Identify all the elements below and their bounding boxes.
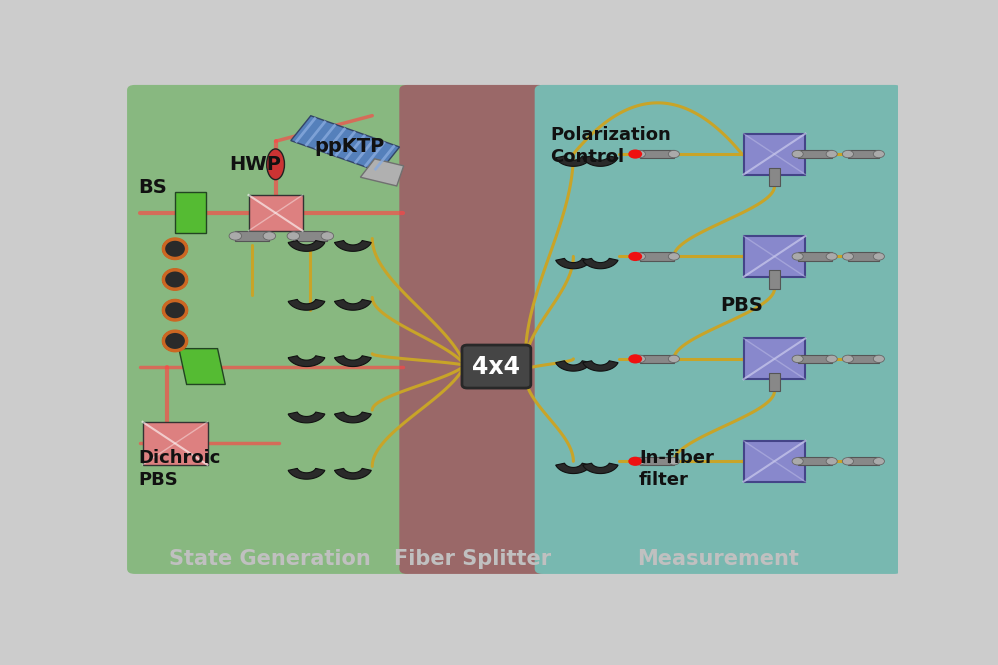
Bar — [249, 195, 302, 231]
Text: Measurement: Measurement — [638, 549, 799, 569]
Bar — [744, 236, 805, 277]
Circle shape — [842, 355, 853, 362]
Bar — [769, 372, 779, 391]
Circle shape — [635, 253, 646, 260]
Text: BS: BS — [139, 178, 168, 197]
Circle shape — [321, 232, 333, 240]
FancyBboxPatch shape — [462, 345, 531, 388]
Polygon shape — [583, 259, 618, 269]
Circle shape — [635, 150, 646, 158]
Bar — [744, 338, 805, 379]
Bar — [769, 270, 779, 289]
Polygon shape — [288, 468, 325, 479]
Circle shape — [629, 252, 642, 261]
Text: In-fiber
filter: In-fiber filter — [639, 449, 714, 489]
Text: PBS: PBS — [721, 296, 763, 315]
Circle shape — [826, 253, 837, 260]
Circle shape — [629, 457, 642, 466]
Circle shape — [669, 458, 680, 465]
FancyBboxPatch shape — [399, 85, 546, 574]
Polygon shape — [334, 241, 371, 251]
Circle shape — [263, 232, 275, 240]
Ellipse shape — [266, 149, 284, 180]
Circle shape — [873, 355, 884, 362]
Circle shape — [669, 253, 680, 260]
Polygon shape — [334, 412, 371, 423]
Polygon shape — [175, 192, 206, 233]
Bar — [848, 252, 879, 261]
Polygon shape — [288, 241, 325, 251]
Text: Polarization
Control: Polarization Control — [550, 126, 671, 166]
Polygon shape — [288, 299, 325, 310]
Circle shape — [669, 150, 680, 158]
Ellipse shape — [163, 300, 188, 321]
Bar — [848, 150, 879, 158]
Bar — [769, 168, 779, 186]
Circle shape — [629, 354, 642, 364]
Bar — [293, 231, 327, 241]
Polygon shape — [556, 464, 591, 473]
Polygon shape — [288, 356, 325, 366]
Circle shape — [792, 458, 803, 465]
Polygon shape — [290, 116, 399, 172]
Text: ppKTP: ppKTP — [314, 137, 384, 156]
Text: Dichroic
PBS: Dichroic PBS — [139, 449, 221, 489]
Polygon shape — [556, 156, 591, 166]
Polygon shape — [583, 464, 618, 473]
Circle shape — [842, 253, 853, 260]
Ellipse shape — [163, 239, 188, 259]
Bar — [640, 252, 674, 261]
Bar — [797, 150, 831, 158]
Polygon shape — [556, 259, 591, 269]
FancyBboxPatch shape — [535, 85, 902, 574]
Bar — [236, 231, 269, 241]
Ellipse shape — [163, 331, 188, 351]
Circle shape — [230, 232, 242, 240]
Bar — [640, 354, 674, 363]
Bar — [848, 354, 879, 363]
Bar — [143, 422, 208, 465]
Ellipse shape — [163, 269, 188, 290]
Bar — [797, 252, 831, 261]
Text: 4x4: 4x4 — [472, 354, 520, 378]
Circle shape — [826, 458, 837, 465]
Polygon shape — [288, 412, 325, 423]
Circle shape — [873, 253, 884, 260]
Circle shape — [842, 458, 853, 465]
Circle shape — [669, 355, 680, 362]
Bar — [640, 150, 674, 158]
Polygon shape — [583, 361, 618, 371]
FancyBboxPatch shape — [127, 85, 412, 574]
Polygon shape — [334, 356, 371, 366]
Circle shape — [842, 150, 853, 158]
Polygon shape — [583, 156, 618, 166]
Circle shape — [873, 458, 884, 465]
Circle shape — [792, 253, 803, 260]
Circle shape — [826, 150, 837, 158]
Circle shape — [287, 232, 299, 240]
Bar — [744, 441, 805, 481]
Circle shape — [792, 355, 803, 362]
Bar — [640, 457, 674, 465]
Text: State Generation: State Generation — [169, 549, 370, 569]
Text: Fiber Splitter: Fiber Splitter — [394, 549, 551, 569]
Circle shape — [635, 355, 646, 362]
Bar — [848, 457, 879, 465]
Circle shape — [873, 150, 884, 158]
Polygon shape — [334, 299, 371, 310]
Circle shape — [826, 355, 837, 362]
Polygon shape — [179, 348, 226, 384]
Bar — [797, 354, 831, 363]
Circle shape — [792, 150, 803, 158]
Circle shape — [635, 458, 646, 465]
Bar — [797, 457, 831, 465]
Polygon shape — [360, 159, 403, 186]
Text: HWP: HWP — [230, 155, 281, 174]
Circle shape — [629, 150, 642, 159]
Polygon shape — [556, 361, 591, 371]
Bar — [744, 134, 805, 174]
Polygon shape — [334, 468, 371, 479]
